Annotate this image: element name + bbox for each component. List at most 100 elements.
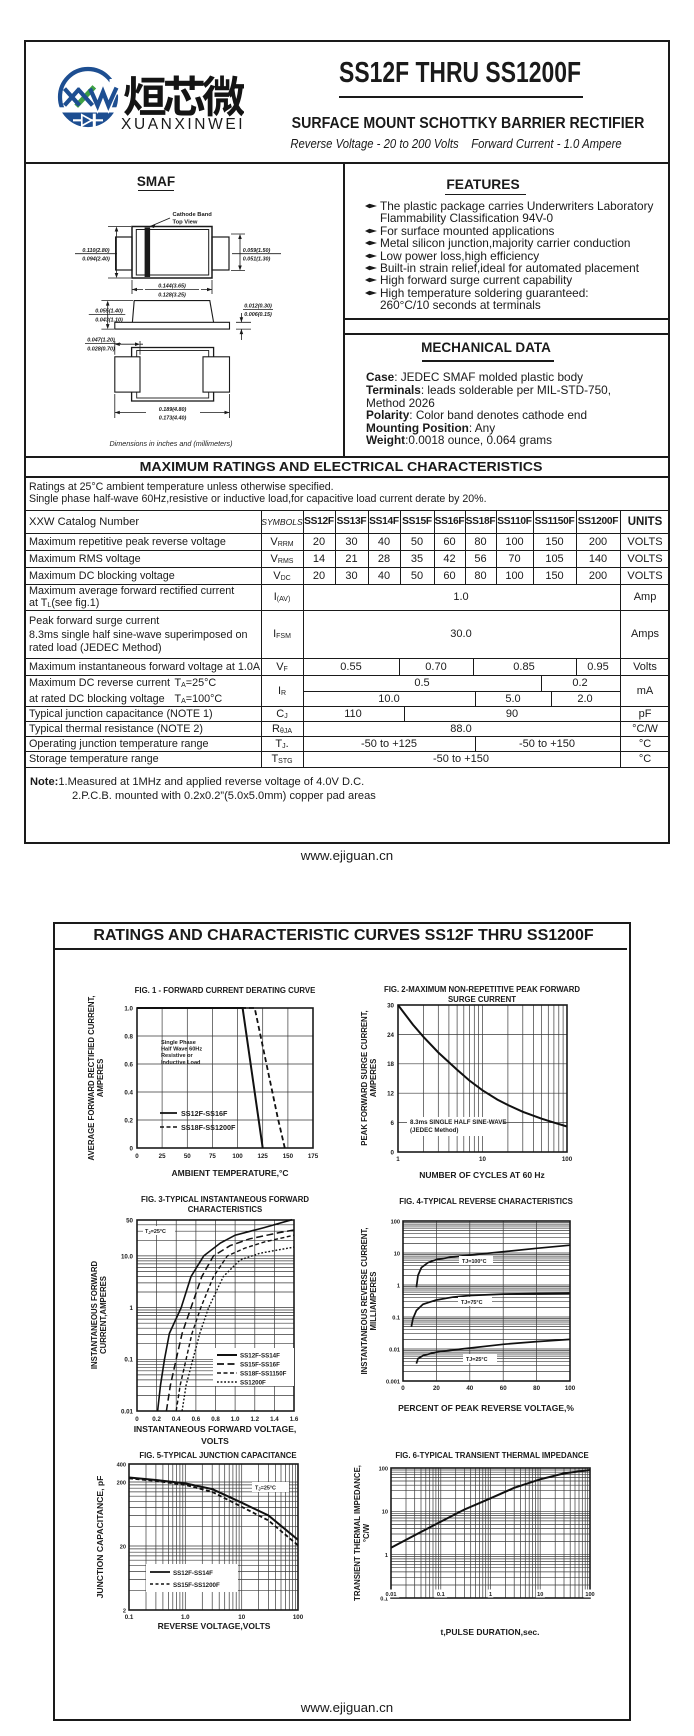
svg-text:0: 0 [135,1153,139,1160]
svg-text:0.8: 0.8 [211,1416,220,1423]
svg-text:6: 6 [391,1120,395,1127]
svg-text:0.047(1.20): 0.047(1.20) [87,338,115,344]
svg-text:REVERSE VOLTAGE,VOLTS: REVERSE VOLTAGE,VOLTS [158,1621,271,1631]
svg-text:SS12F-SS14F: SS12F-SS14F [173,1570,213,1577]
svg-text:100: 100 [562,1156,573,1163]
svg-text:100: 100 [379,1466,388,1472]
svg-text:INSTANTANEOUS FORWARD: INSTANTANEOUS FORWARD [90,1260,99,1369]
svg-text:12: 12 [387,1091,394,1098]
svg-text:0.055(1.40): 0.055(1.40) [95,309,123,315]
svg-text:0.189(4.80): 0.189(4.80) [159,407,187,413]
svg-text:Half Wave 60Hz: Half Wave 60Hz [161,1047,202,1053]
svg-text:AVERAGE FORWARD RECTIFIED CURR: AVERAGE FORWARD RECTIFIED CURRENT, [87,995,96,1160]
svg-text:0.1: 0.1 [392,1315,400,1321]
svg-text:10: 10 [537,1592,543,1598]
svg-text:FIG. 6-TYPICAL TRANSIENT THERM: FIG. 6-TYPICAL TRANSIENT THERMAL IMPEDAN… [395,1451,588,1460]
svg-text:INSTANTANEOUS FORWARD VOLTAGE,: INSTANTANEOUS FORWARD VOLTAGE, [134,1424,297,1434]
svg-text:10: 10 [394,1251,400,1257]
svg-text:40: 40 [466,1385,473,1392]
svg-text:200: 200 [117,1480,126,1486]
svg-text:50: 50 [126,1217,133,1224]
svg-text:1: 1 [130,1305,134,1312]
svg-text:75: 75 [209,1153,216,1160]
svg-text:TJ=25°C: TJ=25°C [255,1486,276,1492]
svg-text:SS12F-SS16F: SS12F-SS16F [181,1109,228,1118]
svg-text:1.2: 1.2 [250,1416,259,1423]
svg-text:JUNCTION CAPACITANCE, pF: JUNCTION CAPACITANCE, pF [95,1476,105,1599]
svg-text:0.012(0.30): 0.012(0.30) [244,303,272,309]
svg-text:(JEDEC Method): (JEDEC Method) [410,1127,458,1134]
svg-text:400: 400 [117,1462,126,1468]
svg-text:SS15F-SS16F: SS15F-SS16F [240,1362,280,1369]
svg-text:0.043(1.10): 0.043(1.10) [95,317,123,323]
svg-text:AMPERES: AMPERES [369,1059,378,1098]
svg-text:0.2: 0.2 [152,1416,161,1423]
svg-text:1.0: 1.0 [231,1416,240,1423]
svg-text:2: 2 [123,1608,126,1614]
svg-text:125: 125 [258,1153,269,1160]
svg-text:PERCENT OF PEAK REVERSE VOLTAG: PERCENT OF PEAK REVERSE VOLTAGE,% [398,1403,574,1413]
svg-text:TJ=25°C: TJ=25°C [145,1229,166,1235]
svg-text:100: 100 [293,1614,304,1621]
svg-text:10.0: 10.0 [121,1253,134,1260]
svg-text:0.6: 0.6 [192,1416,201,1423]
svg-text:0: 0 [391,1149,395,1156]
svg-text:0.059(1.50): 0.059(1.50) [243,248,271,254]
svg-text:25: 25 [159,1153,166,1160]
svg-text:100: 100 [391,1219,400,1225]
svg-text:SURGE CURRENT: SURGE CURRENT [448,995,516,1004]
svg-text:0.1: 0.1 [125,1614,134,1621]
svg-text:TRANSIENT THERMAL IMPEDANCE,: TRANSIENT THERMAL IMPEDANCE, [353,1465,362,1601]
svg-text:8.3ms SINGLE HALF SINE-WAVE: 8.3ms SINGLE HALF SINE-WAVE [410,1119,507,1126]
svg-text:0.8: 0.8 [124,1033,133,1040]
svg-text:0.110(2.80): 0.110(2.80) [82,248,109,254]
svg-text:0.173(4.40): 0.173(4.40) [159,416,187,422]
svg-text:0.094(2.40): 0.094(2.40) [82,257,110,263]
svg-text:VOLTS: VOLTS [201,1436,229,1446]
svg-text:INSTANTANEOUS REVERSE CURRENT,: INSTANTANEOUS REVERSE CURRENT, [360,1228,369,1375]
svg-text:Resistive or: Resistive or [161,1053,194,1059]
svg-text:20: 20 [120,1544,126,1550]
svg-text:24: 24 [387,1032,394,1039]
svg-text:°C/W: °C/W [362,1523,371,1542]
svg-text:FIG. 4-TYPICAL REVERSE CHARACT: FIG. 4-TYPICAL REVERSE CHARACTERISTICS [399,1197,573,1206]
svg-text:100: 100 [232,1153,243,1160]
svg-text:CURRENT,AMPERES: CURRENT,AMPERES [99,1276,108,1354]
svg-text:0.4: 0.4 [172,1416,181,1423]
svg-text:TJ=25°C: TJ=25°C [466,1357,488,1363]
svg-text:1: 1 [385,1553,388,1559]
svg-text:CHARACTERISTICS: CHARACTERISTICS [188,1205,263,1214]
svg-text:0.4: 0.4 [124,1089,133,1096]
svg-text:60: 60 [500,1385,507,1392]
svg-text:1: 1 [397,1283,400,1289]
svg-text:10: 10 [238,1614,245,1621]
svg-text:0.001: 0.001 [386,1379,400,1385]
svg-text:0: 0 [135,1416,139,1423]
svg-text:SS12F-SS14F: SS12F-SS14F [240,1353,280,1360]
svg-text:SS15F-SS1200F: SS15F-SS1200F [173,1582,220,1589]
svg-text:30: 30 [387,1002,394,1009]
svg-text:PEAK FORWARD SURGE CURRENT,: PEAK FORWARD SURGE CURRENT, [360,1010,369,1145]
svg-text:10: 10 [479,1156,486,1163]
svg-text:FIG. 1 - FORWARD CURRENT DERAT: FIG. 1 - FORWARD CURRENT DERATING CURVE [135,986,316,995]
svg-text:0.01: 0.01 [386,1592,397,1598]
svg-text:SS1200F: SS1200F [240,1380,266,1387]
svg-text:Dimensions in inches and (mill: Dimensions in inches and (millimeters) [109,439,232,448]
svg-text:FIG. 5-TYPICAL JUNCTION CAPACI: FIG. 5-TYPICAL JUNCTION CAPACITANCE [139,1451,296,1460]
svg-text:10: 10 [382,1510,388,1516]
svg-text:MILLIAMPERES: MILLIAMPERES [369,1272,378,1331]
svg-text:0.2: 0.2 [124,1117,133,1124]
svg-text:1: 1 [396,1156,400,1163]
svg-text:SS18F-SS1150F: SS18F-SS1150F [240,1371,287,1378]
svg-text:t,PULSE DURATION,sec.: t,PULSE DURATION,sec. [440,1627,539,1637]
svg-text:0.051(1.30): 0.051(1.30) [243,257,271,263]
svg-text:100: 100 [565,1385,576,1392]
svg-text:18: 18 [387,1061,394,1068]
svg-text:0.006(0.15): 0.006(0.15) [244,312,272,318]
svg-text:TJ=100°C: TJ=100°C [462,1259,487,1265]
svg-text:NUMBER OF CYCLES AT 60 Hz: NUMBER OF CYCLES AT 60 Hz [419,1170,545,1180]
svg-text:150: 150 [283,1153,294,1160]
svg-text:0.6: 0.6 [124,1061,133,1068]
svg-text:1.0: 1.0 [124,1005,133,1012]
svg-text:0.1: 0.1 [380,1596,388,1602]
